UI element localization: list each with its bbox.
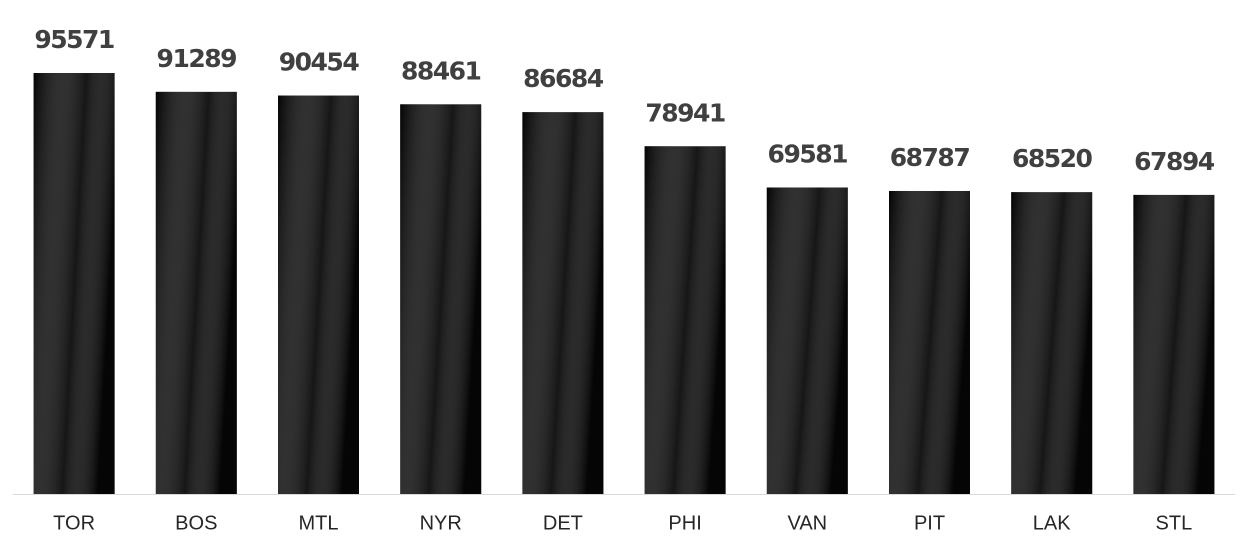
x-tick-label: TOR — [53, 512, 95, 534]
value-label: 69581 — [768, 139, 848, 168]
value-label: 68520 — [1012, 144, 1093, 173]
value-label: 68787 — [890, 143, 970, 172]
bar — [889, 190, 970, 494]
bar — [278, 95, 359, 495]
x-tick-label: STL — [1156, 512, 1193, 534]
x-tick-label: LAK — [1033, 512, 1071, 534]
value-label: 78941 — [645, 98, 725, 127]
x-tick-label: DET — [543, 512, 583, 534]
value-label: 86684 — [523, 64, 604, 93]
bar — [33, 73, 115, 494]
x-tick-label: VAN — [787, 512, 827, 534]
bar — [766, 187, 848, 495]
x-tick-label: PIT — [914, 512, 945, 534]
value-label: 91289 — [157, 44, 237, 73]
x-tick-label: PHI — [668, 512, 701, 534]
x-tick-label: BOS — [175, 512, 217, 534]
value-label: 67894 — [1134, 147, 1215, 176]
bar — [522, 112, 604, 495]
value-label: 88461 — [401, 56, 481, 85]
x-tick-label: NYR — [420, 512, 462, 534]
bar — [644, 146, 726, 495]
bar — [1133, 194, 1215, 494]
bar — [400, 104, 482, 494]
x-tick-label: MTL — [299, 512, 339, 534]
value-label: 90454 — [279, 48, 360, 77]
bar — [1011, 192, 1093, 494]
value-label: 95571 — [34, 25, 114, 54]
bar — [155, 91, 237, 495]
